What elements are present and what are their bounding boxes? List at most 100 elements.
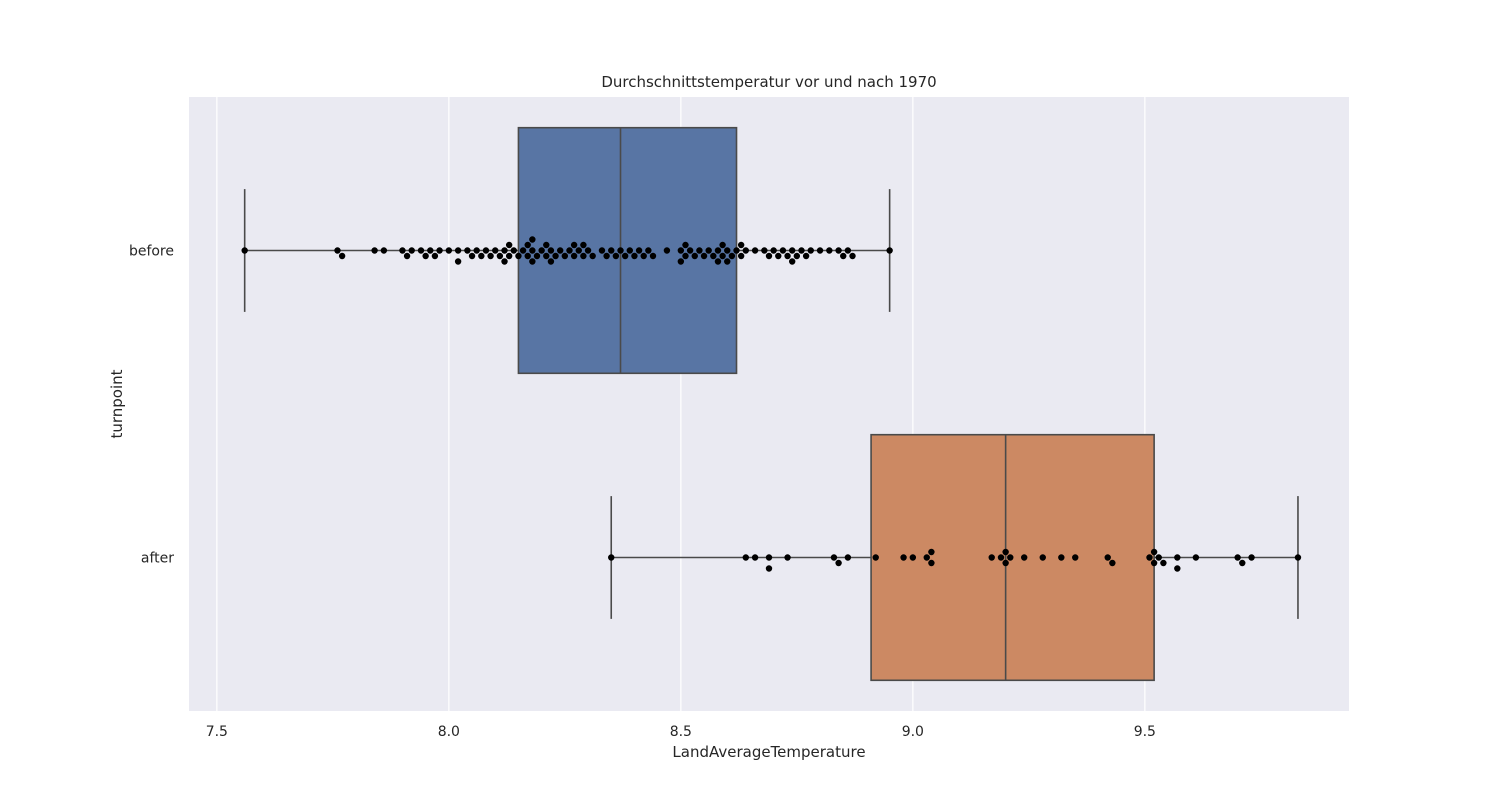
- data-point: [241, 247, 248, 254]
- data-point: [538, 247, 545, 254]
- data-point: [473, 247, 480, 254]
- data-point: [505, 252, 513, 260]
- data-point: [724, 258, 731, 265]
- y-tick-label: after: [141, 551, 174, 567]
- data-point: [552, 252, 559, 260]
- data-point: [807, 247, 814, 254]
- data-point: [765, 565, 773, 572]
- data-point: [1146, 554, 1153, 561]
- data-point: [487, 252, 494, 260]
- data-point: [1058, 554, 1065, 561]
- data-point: [765, 252, 773, 260]
- data-point: [928, 548, 935, 556]
- data-point: [802, 252, 810, 260]
- data-point: [1007, 554, 1014, 561]
- data-point: [589, 252, 596, 260]
- data-point: [570, 252, 578, 260]
- data-point: [580, 252, 587, 260]
- data-point: [524, 252, 531, 260]
- data-point: [575, 247, 582, 254]
- data-point: [621, 252, 629, 260]
- data-point: [835, 559, 842, 567]
- data-point: [742, 554, 749, 561]
- data-point: [371, 247, 378, 254]
- data-point: [464, 247, 471, 254]
- data-point: [696, 247, 703, 254]
- x-tick-label: 7.5: [206, 724, 228, 740]
- data-point: [826, 247, 833, 254]
- data-point: [403, 252, 411, 260]
- data-point: [923, 554, 930, 561]
- data-point: [719, 252, 726, 260]
- data-point: [603, 252, 610, 260]
- data-point: [533, 252, 541, 260]
- data-point: [631, 252, 638, 260]
- data-point: [645, 247, 652, 254]
- data-point: [793, 252, 801, 260]
- data-point: [580, 241, 587, 249]
- data-point: [454, 258, 462, 265]
- data-point: [849, 252, 856, 260]
- data-point: [1294, 554, 1302, 561]
- data-point: [1072, 554, 1079, 561]
- data-point: [566, 247, 573, 254]
- data-point: [1109, 559, 1116, 567]
- data-point: [399, 247, 406, 254]
- data-point: [751, 554, 759, 561]
- data-point: [677, 247, 685, 254]
- data-point: [1155, 554, 1162, 561]
- data-point: [501, 247, 508, 254]
- data-point: [501, 258, 508, 265]
- x-tick-label: 9.5: [1134, 724, 1156, 740]
- data-point: [492, 247, 499, 254]
- data-point: [886, 247, 893, 254]
- data-point: [584, 247, 592, 254]
- x-tick-label: 9.0: [902, 724, 924, 740]
- data-point: [742, 247, 749, 254]
- data-point: [570, 241, 578, 249]
- data-point: [775, 252, 782, 260]
- y-tick-labels: before after: [129, 244, 174, 567]
- data-point: [612, 252, 620, 260]
- data-point: [798, 247, 805, 254]
- data-point: [705, 247, 712, 254]
- data-point: [543, 252, 550, 260]
- data-point: [830, 554, 838, 561]
- data-point: [835, 247, 842, 254]
- data-point: [529, 236, 536, 243]
- data-point: [496, 252, 504, 260]
- data-point: [789, 258, 796, 265]
- data-point: [626, 247, 633, 254]
- data-point: [682, 252, 689, 260]
- data-point: [454, 247, 462, 254]
- data-point: [770, 247, 777, 254]
- data-point: [710, 252, 717, 260]
- y-tick-label: before: [129, 244, 174, 260]
- data-point: [1104, 554, 1111, 561]
- data-point: [515, 252, 522, 260]
- x-tick-label: 8.0: [438, 724, 460, 740]
- data-point: [900, 554, 907, 561]
- data-point: [334, 247, 341, 254]
- data-point: [988, 554, 995, 561]
- data-point: [478, 252, 485, 260]
- data-point: [547, 258, 555, 265]
- data-point: [840, 252, 847, 260]
- x-axis-label: LandAverageTemperature: [672, 743, 865, 761]
- data-point: [524, 241, 531, 249]
- data-point: [751, 247, 759, 254]
- data-point: [1234, 554, 1241, 561]
- data-point: [1174, 565, 1181, 572]
- x-tick-label: 8.5: [670, 724, 692, 740]
- data-point: [635, 247, 643, 254]
- data-point: [737, 241, 745, 249]
- data-point: [677, 258, 685, 265]
- data-point: [1192, 554, 1200, 561]
- data-point: [561, 252, 569, 260]
- data-point: [928, 559, 935, 567]
- data-point: [700, 252, 708, 260]
- data-point: [543, 241, 550, 249]
- data-point: [719, 241, 726, 249]
- data-point: [1002, 559, 1009, 567]
- data-point: [1239, 559, 1246, 567]
